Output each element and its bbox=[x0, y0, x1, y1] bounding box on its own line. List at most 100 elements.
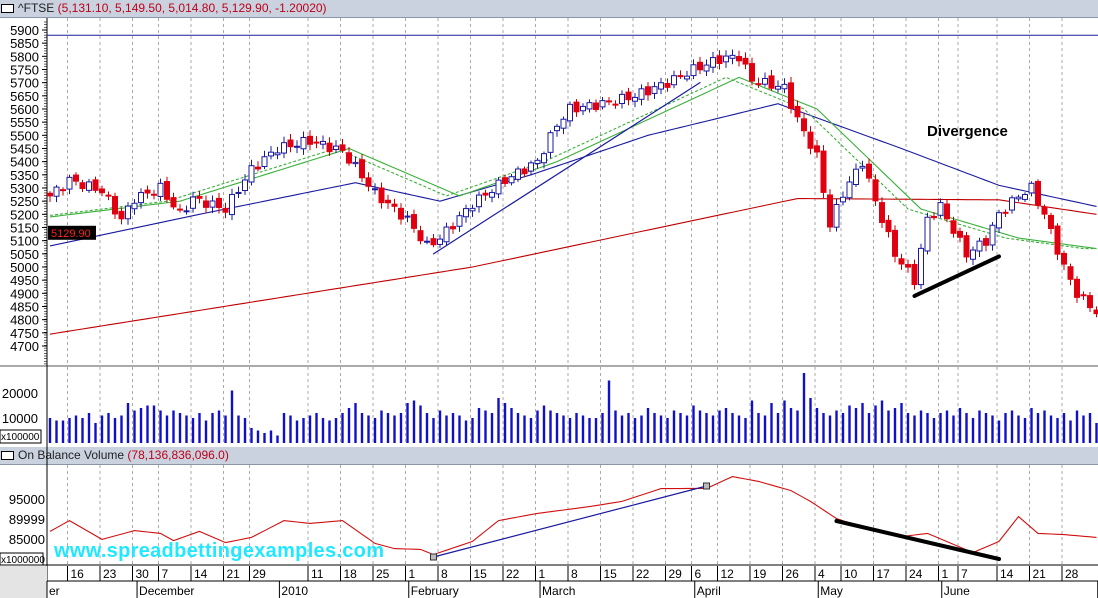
volume-bar bbox=[503, 403, 507, 443]
candle bbox=[1087, 295, 1093, 309]
candle bbox=[443, 226, 450, 243]
candle bbox=[885, 219, 892, 233]
candle bbox=[307, 135, 313, 145]
volume-bar bbox=[913, 415, 916, 443]
candle bbox=[632, 96, 638, 102]
price-tick-label: 5800 bbox=[10, 49, 39, 64]
candle bbox=[261, 156, 268, 168]
candle bbox=[430, 238, 437, 246]
candle bbox=[437, 238, 443, 245]
candle bbox=[612, 103, 619, 106]
volume-bar bbox=[841, 413, 845, 443]
volume-bar bbox=[302, 418, 305, 443]
day-tick-label: 1 bbox=[409, 567, 416, 581]
candle bbox=[515, 168, 521, 180]
obv-trendline bbox=[432, 485, 708, 558]
candle bbox=[898, 258, 905, 265]
candle bbox=[463, 208, 469, 218]
price-values: (5,131.10, 5,149.50, 5,014.80, 5,129.90,… bbox=[57, 1, 327, 15]
month-label: March bbox=[542, 584, 575, 598]
day-tick-label: 7 bbox=[961, 567, 968, 581]
volume-bar bbox=[438, 410, 442, 443]
candle bbox=[222, 207, 229, 213]
candle bbox=[820, 150, 827, 193]
volume-bar bbox=[666, 418, 669, 443]
volume-bar bbox=[958, 408, 962, 443]
candle bbox=[476, 194, 482, 208]
day-tick-label: 1 bbox=[942, 567, 949, 581]
candle bbox=[827, 194, 833, 228]
volume-bar bbox=[685, 415, 689, 443]
volume-bar bbox=[354, 403, 357, 443]
volume-bar bbox=[1023, 418, 1027, 443]
candle bbox=[235, 191, 242, 194]
volume-bar bbox=[919, 410, 923, 443]
candle bbox=[625, 91, 632, 101]
candle bbox=[125, 205, 131, 220]
candle bbox=[1015, 196, 1022, 200]
candle bbox=[131, 202, 138, 210]
volume-bar bbox=[497, 398, 500, 443]
candle bbox=[385, 199, 391, 204]
candle bbox=[664, 83, 671, 88]
candle bbox=[593, 102, 599, 111]
volume-bar bbox=[900, 403, 903, 443]
obv-line bbox=[49, 476, 1097, 556]
day-tick-label: 1 bbox=[539, 567, 546, 581]
candle bbox=[1054, 225, 1061, 255]
candle bbox=[372, 188, 378, 191]
volume-bar bbox=[315, 413, 318, 443]
month-label: June bbox=[944, 584, 970, 598]
volume-bar bbox=[737, 415, 741, 443]
volume-bar bbox=[822, 413, 825, 443]
candle bbox=[398, 207, 404, 220]
day-tick-label: 29 bbox=[669, 567, 683, 581]
volume-bar bbox=[809, 398, 812, 443]
volume-bar bbox=[763, 415, 767, 443]
candle bbox=[710, 57, 716, 68]
volume-bar bbox=[848, 405, 851, 443]
volume-bar bbox=[120, 415, 123, 443]
panel-toggle-icon[interactable] bbox=[1, 4, 14, 14]
ma-200-line bbox=[49, 197, 1097, 335]
last-price-badge bbox=[48, 225, 96, 240]
candle bbox=[1022, 194, 1028, 200]
day-tick-label: 28 bbox=[1065, 567, 1079, 581]
candle bbox=[768, 75, 775, 89]
price-tick-label: 5200 bbox=[10, 207, 39, 222]
candle bbox=[1067, 266, 1074, 280]
day-tick-label: 14 bbox=[1000, 567, 1014, 581]
volume-bar bbox=[783, 400, 786, 443]
volume-bar bbox=[224, 415, 227, 443]
candle bbox=[879, 202, 885, 223]
watermark: www.spreadbettingexamples.com bbox=[54, 540, 385, 562]
day-tick-label: 4 bbox=[818, 567, 825, 581]
last-price-label: 5129.90 bbox=[51, 228, 91, 240]
candle bbox=[801, 118, 807, 132]
volume-bar bbox=[282, 413, 286, 443]
candle bbox=[924, 216, 931, 252]
candle bbox=[859, 165, 866, 169]
volume-bar bbox=[828, 415, 832, 443]
day-tick-label: 23 bbox=[103, 567, 117, 581]
obv-tick-label: 89999 bbox=[9, 512, 45, 527]
day-tick-label: 6 bbox=[695, 567, 702, 581]
candle bbox=[580, 105, 586, 112]
price-tick-label: 5250 bbox=[10, 194, 39, 209]
candle bbox=[60, 189, 66, 192]
volume-bar bbox=[633, 418, 637, 443]
price-tick-label: 5900 bbox=[10, 23, 39, 38]
candle bbox=[1009, 197, 1015, 211]
volume-bar bbox=[373, 418, 377, 443]
candle bbox=[255, 166, 261, 170]
obv-tick-label: 95000 bbox=[9, 492, 45, 507]
volume-bar bbox=[835, 410, 838, 443]
volume-bar bbox=[575, 413, 578, 443]
candle bbox=[807, 131, 814, 149]
volume-bar bbox=[945, 410, 949, 443]
candle bbox=[1074, 278, 1080, 298]
volume-bar bbox=[412, 400, 416, 443]
volume-bar bbox=[55, 420, 58, 443]
panel-toggle-icon[interactable] bbox=[1, 451, 14, 461]
